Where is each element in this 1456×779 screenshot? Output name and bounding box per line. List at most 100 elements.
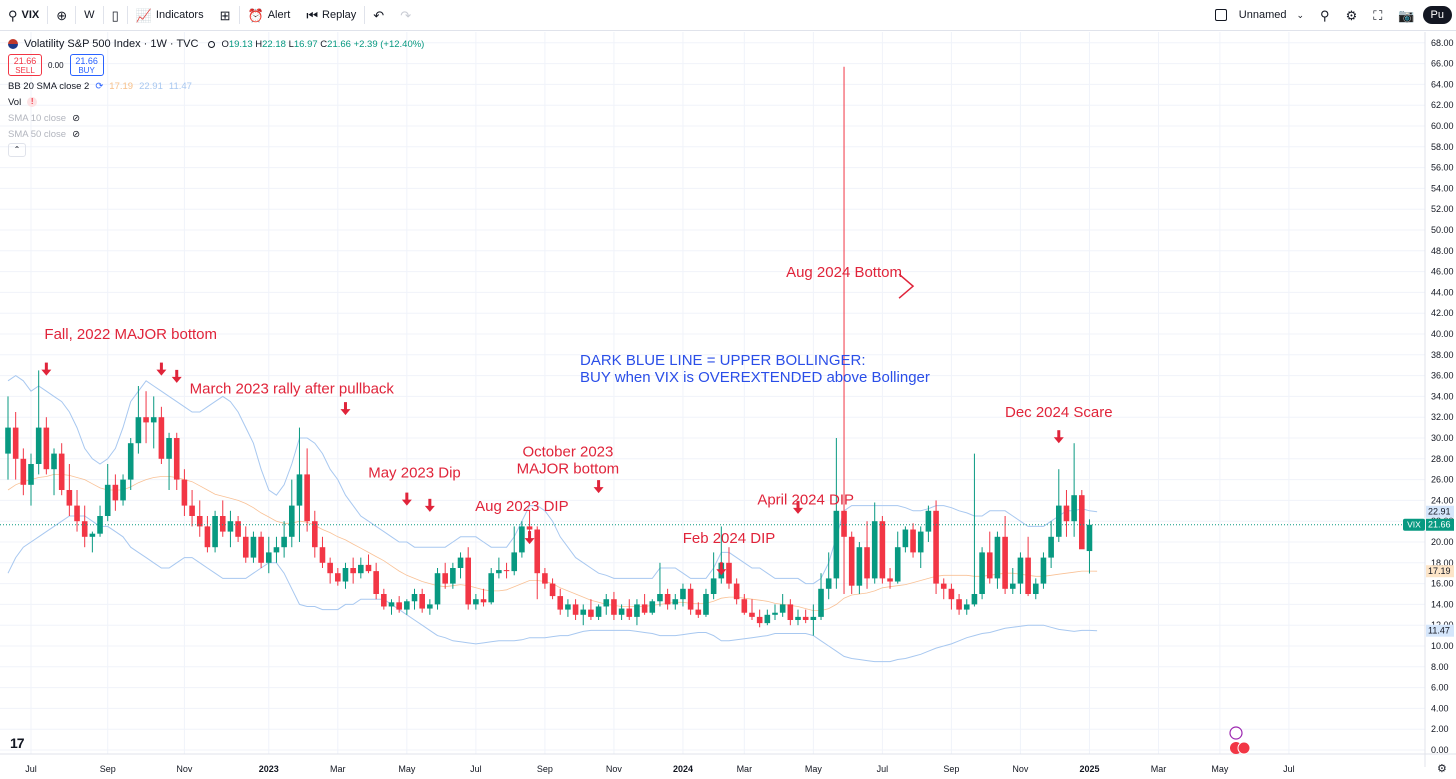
settings-button[interactable]: ⚙ <box>1338 0 1366 31</box>
market-status-icon <box>208 40 216 48</box>
annotation-arrow-head <box>593 487 604 494</box>
compare-button[interactable]: ⊕ <box>48 0 75 31</box>
hidden-eye-icon[interactable]: ⊘ <box>72 112 81 124</box>
annotation-arrow-head <box>424 505 435 512</box>
undo-button[interactable]: ↶ <box>365 0 392 31</box>
y-tick-label: 28.00 <box>1431 454 1454 464</box>
annotation-arrow-shaft <box>159 362 163 371</box>
candle-body <box>281 536 287 548</box>
candle-body <box>335 573 341 582</box>
y-tick-label: 20.00 <box>1431 537 1454 547</box>
price-axis[interactable]: 68.00 66.00 64.00 62.00 60.00 58.00 56.00 54.00… <box>1403 32 1454 767</box>
collapse-legend-button[interactable]: ⌃ <box>8 143 26 157</box>
candle-body <box>572 604 579 615</box>
y-tick-label: 30.00 <box>1431 433 1454 443</box>
candle-body <box>1017 557 1024 584</box>
candle-body <box>66 490 73 506</box>
candle-body <box>779 604 786 613</box>
candle-body <box>534 529 541 574</box>
y-tick-label: 34.00 <box>1431 391 1454 401</box>
x-tick-label: Nov <box>176 764 193 774</box>
candle-body <box>703 594 709 615</box>
candle-body <box>488 573 495 603</box>
candle-body <box>28 464 34 485</box>
buy-button[interactable]: 21.66 BUY <box>69 54 104 76</box>
replay-button[interactable]: ⏮ Replay <box>298 0 364 31</box>
bb-indicator-row[interactable]: BB 20 SMA close 2 ⟳ 17.19 22.91 11.47 <box>8 78 424 94</box>
chart-annotations: Fall, 2022 MAJOR bottom March 2023 rally … <box>41 264 1113 576</box>
layout-button[interactable]: Unnamed ⌄ <box>1207 0 1312 31</box>
y-tick-label: 66.00 <box>1431 59 1454 69</box>
annotation-arrow-head <box>793 507 804 514</box>
sma10-indicator-row[interactable]: SMA 10 close ⊘ <box>8 110 424 126</box>
publish-button[interactable]: Pu <box>1422 6 1452 24</box>
price-chart[interactable]: Fall, 2022 MAJOR bottom March 2023 rally … <box>0 32 1456 779</box>
symbol-search[interactable]: ⚲ VIX <box>0 0 47 31</box>
candle-body <box>104 484 111 516</box>
interval-label: W <box>84 9 95 21</box>
candle-body <box>358 564 364 574</box>
candle-body <box>1055 505 1062 537</box>
candle-body <box>940 583 947 589</box>
candle-body <box>611 599 617 615</box>
candle-body <box>542 573 548 584</box>
candle-body <box>626 608 633 617</box>
candle-body <box>365 564 372 572</box>
candle-body <box>404 601 410 610</box>
y-tick-label: 24.00 <box>1431 495 1454 505</box>
annotation-label: Dec 2024 Scare <box>1005 404 1113 421</box>
candle-body <box>825 578 832 589</box>
annotation-arrow-right <box>898 273 915 299</box>
snapshot-button[interactable]: 📷 <box>1390 0 1422 31</box>
chart-legend: Volatility S&P 500 Index · 1W · TVC O19.… <box>8 36 424 158</box>
candle-body <box>603 599 610 607</box>
collapse-legend-row: ⌃ <box>8 142 424 158</box>
y-tick-label: 68.00 <box>1431 38 1454 48</box>
candle-body <box>519 526 525 553</box>
candle-body <box>127 443 134 480</box>
interval-button[interactable]: W <box>76 0 102 31</box>
chart-type-button[interactable]: ▯ <box>104 0 127 31</box>
alert-button[interactable]: ⏰ Alert <box>240 0 299 31</box>
quick-search-button[interactable]: ⚲ <box>1312 0 1338 31</box>
tradingview-logo[interactable]: 17 <box>10 735 25 751</box>
candle-body <box>58 453 65 490</box>
sma50-indicator-row[interactable]: SMA 50 close ⊘ <box>8 126 424 142</box>
redo-button[interactable]: ↷ <box>392 0 419 31</box>
candles-icon: ▯ <box>111 7 119 23</box>
last-price-label-symbol-box <box>1403 518 1425 531</box>
candle-body <box>35 427 42 464</box>
annotation-label: April 2024 DIP <box>757 492 854 509</box>
candle-body <box>925 510 932 532</box>
change-value: +2.39 (+12.40%) <box>353 38 425 50</box>
symbol-title[interactable]: Volatility S&P 500 Index · 1W · TVC <box>24 38 199 50</box>
bb-upper-price-label-box <box>1426 505 1454 518</box>
candle-body <box>971 594 978 605</box>
candle-body <box>641 604 648 613</box>
candle-body <box>450 568 456 584</box>
candle-body <box>427 604 433 609</box>
divider <box>364 6 366 24</box>
x-tick-label: Jul <box>470 764 482 774</box>
redo-icon: ↷ <box>400 7 412 23</box>
candle-body <box>150 417 157 423</box>
gear-icon: ⚙ <box>1345 7 1358 23</box>
candle-body <box>695 609 702 615</box>
candle-body <box>756 616 763 624</box>
close-value: 21.66 <box>327 38 351 50</box>
annotation-label: March 2023 rally after pullback <box>190 380 395 397</box>
sell-button[interactable]: 21.66 SELL <box>8 54 42 76</box>
candle-body <box>204 526 211 548</box>
candle-body <box>296 474 303 506</box>
time-axis[interactable]: Jul Sep Nov 2023 Mar May Jul Sep Nov 2024 Mar May Ju… <box>0 753 1456 775</box>
vol-indicator-row[interactable]: Vol ! <box>8 94 424 110</box>
x-tick-label: May <box>1211 764 1229 774</box>
indicators-button[interactable]: 📈 Indicators <box>128 0 212 31</box>
templates-button[interactable]: ⊞ <box>212 0 239 31</box>
hidden-eye-icon[interactable]: ⊘ <box>72 128 81 140</box>
y-tick-label: 46.00 <box>1431 267 1454 277</box>
dividend-event-icon <box>1237 741 1251 755</box>
candle-body <box>848 536 855 586</box>
fullscreen-button[interactable]: ⛶ <box>1365 0 1390 31</box>
bb-upper-price-label: 22.91 <box>1428 507 1451 517</box>
